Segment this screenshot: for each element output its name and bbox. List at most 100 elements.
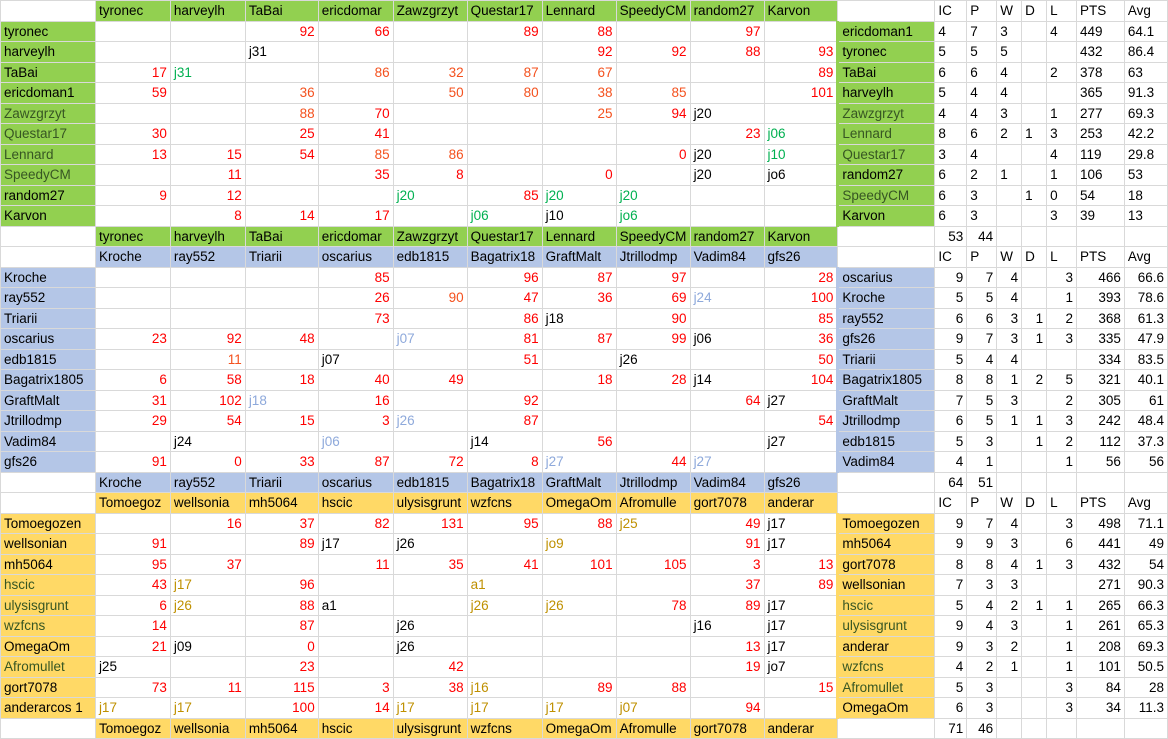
row-player-name[interactable]: ulysisgrunt xyxy=(0,594,96,616)
score-cell[interactable]: 38 xyxy=(392,676,468,698)
note-cell[interactable] xyxy=(466,615,543,637)
stat-l-cell[interactable]: 1 xyxy=(1046,164,1077,186)
stat-pts-cell[interactable]: 106 xyxy=(1076,164,1125,186)
note-cell[interactable]: j25 xyxy=(615,512,691,534)
empty-cell[interactable] xyxy=(996,471,1023,493)
note-cell[interactable]: a1 xyxy=(317,594,394,616)
stat-ic-cell[interactable]: 6 xyxy=(934,307,968,329)
score-cell[interactable]: 115 xyxy=(244,676,319,698)
stat-l-cell[interactable]: 2 xyxy=(1046,307,1077,329)
stat-avg-cell[interactable]: 64.1 xyxy=(1123,20,1168,42)
empty-cell[interactable] xyxy=(1046,717,1077,739)
stat-w-cell[interactable]: 1 xyxy=(996,656,1023,678)
stat-pts-cell[interactable]: 365 xyxy=(1076,82,1125,104)
stat-header-w[interactable]: W xyxy=(996,246,1023,268)
stat-header-ic[interactable]: IC xyxy=(934,492,968,514)
score-cell[interactable]: 88 xyxy=(244,594,319,616)
stat-p-cell[interactable]: 6 xyxy=(966,307,998,329)
corner-cell[interactable] xyxy=(0,492,96,514)
note-cell[interactable] xyxy=(94,164,171,186)
note-cell[interactable]: j26 xyxy=(615,348,691,370)
score-cell[interactable]: 32 xyxy=(392,61,468,83)
note-cell[interactable] xyxy=(244,266,319,288)
note-cell[interactable]: j20 xyxy=(689,102,765,124)
stat-d-cell[interactable] xyxy=(1021,164,1048,186)
note-cell[interactable]: j26 xyxy=(466,594,543,616)
stat-pts-cell[interactable]: 208 xyxy=(1076,635,1125,657)
stat-pts-cell[interactable]: 271 xyxy=(1076,574,1125,596)
note-cell[interactable] xyxy=(541,656,617,678)
stat-d-cell[interactable]: 1 xyxy=(1021,307,1048,329)
score-cell[interactable]: 47 xyxy=(466,287,543,309)
column-header[interactable]: hscic xyxy=(317,492,394,514)
stat-l-cell[interactable] xyxy=(1046,41,1077,63)
note-cell[interactable]: j31 xyxy=(169,61,246,83)
standings-corner[interactable] xyxy=(837,492,936,514)
note-cell[interactable]: j17 xyxy=(94,697,171,719)
stat-d-cell[interactable]: 1 xyxy=(1021,553,1048,575)
score-cell[interactable]: 92 xyxy=(169,328,246,350)
stat-ic-cell[interactable]: 5 xyxy=(934,41,968,63)
note-cell[interactable] xyxy=(689,348,765,370)
note-cell[interactable]: j26 xyxy=(392,410,468,432)
note-cell[interactable] xyxy=(317,574,394,596)
score-cell[interactable]: 21 xyxy=(94,635,171,657)
empty-cell[interactable] xyxy=(1046,471,1077,493)
score-cell[interactable]: 8 xyxy=(169,205,246,227)
stat-avg-cell[interactable]: 90.3 xyxy=(1123,574,1168,596)
score-cell[interactable]: 73 xyxy=(94,676,171,698)
note-cell[interactable] xyxy=(541,410,617,432)
row-player-name[interactable]: Kroche xyxy=(0,266,96,288)
note-cell[interactable] xyxy=(392,205,468,227)
stat-pts-cell[interactable]: 449 xyxy=(1076,20,1125,42)
stat-pts-cell[interactable]: 305 xyxy=(1076,389,1125,411)
stat-d-cell[interactable] xyxy=(1021,20,1048,42)
note-cell[interactable]: j25 xyxy=(94,656,171,678)
score-cell[interactable]: 3 xyxy=(317,676,394,698)
column-footer[interactable]: mh5064 xyxy=(244,717,319,739)
score-cell[interactable]: 131 xyxy=(392,512,468,534)
note-cell[interactable] xyxy=(466,102,543,124)
stat-avg-cell[interactable]: 42.2 xyxy=(1123,123,1168,145)
column-footer[interactable]: random27 xyxy=(689,225,765,247)
note-cell[interactable] xyxy=(244,184,319,206)
note-cell[interactable] xyxy=(392,389,468,411)
note-cell[interactable]: jo7 xyxy=(763,656,840,678)
stat-l-cell[interactable]: 6 xyxy=(1046,533,1077,555)
row-player-name[interactable]: harveylh xyxy=(0,41,96,63)
stat-l-cell[interactable]: 2 xyxy=(1046,430,1077,452)
column-header[interactable]: ericdomar xyxy=(317,0,394,22)
standings-player-name[interactable]: wzfcns xyxy=(837,656,936,678)
stat-avg-cell[interactable]: 40.1 xyxy=(1123,369,1168,391)
stat-p-cell[interactable]: 5 xyxy=(966,389,998,411)
column-footer[interactable]: OmegaOm xyxy=(541,717,617,739)
note-cell[interactable]: j17 xyxy=(763,635,840,657)
stat-avg-cell[interactable]: 18 xyxy=(1123,184,1168,206)
note-cell[interactable]: jo6 xyxy=(763,164,840,186)
score-cell[interactable]: 97 xyxy=(615,266,691,288)
empty-cell[interactable] xyxy=(1123,717,1168,739)
row-player-name[interactable]: Zawzgrzyt xyxy=(0,102,96,124)
note-cell[interactable] xyxy=(317,41,394,63)
column-header[interactable]: Lennard xyxy=(541,0,617,22)
column-footer[interactable]: ulysisgrunt xyxy=(392,717,468,739)
stat-l-cell[interactable]: 3 xyxy=(1046,553,1077,575)
score-cell[interactable]: 92 xyxy=(541,41,617,63)
row-player-name[interactable]: Triarii xyxy=(0,307,96,329)
note-cell[interactable]: j06 xyxy=(317,430,394,452)
note-cell[interactable] xyxy=(615,656,691,678)
column-footer[interactable]: Questar17 xyxy=(466,225,543,247)
note-cell[interactable] xyxy=(169,533,246,555)
score-cell[interactable]: 50 xyxy=(763,348,840,370)
score-cell[interactable]: 42 xyxy=(392,656,468,678)
score-cell[interactable]: 3 xyxy=(689,553,765,575)
stat-w-cell[interactable]: 1 xyxy=(996,410,1023,432)
row-player-name[interactable]: oscarius xyxy=(0,328,96,350)
score-cell[interactable]: 18 xyxy=(541,369,617,391)
standings-player-name[interactable]: Tomoegozen xyxy=(837,512,936,534)
stat-avg-cell[interactable]: 69.3 xyxy=(1123,635,1168,657)
note-cell[interactable] xyxy=(689,410,765,432)
note-cell[interactable]: j06 xyxy=(466,205,543,227)
standings-player-name[interactable]: anderar xyxy=(837,635,936,657)
stat-p-cell[interactable]: 4 xyxy=(966,143,998,165)
